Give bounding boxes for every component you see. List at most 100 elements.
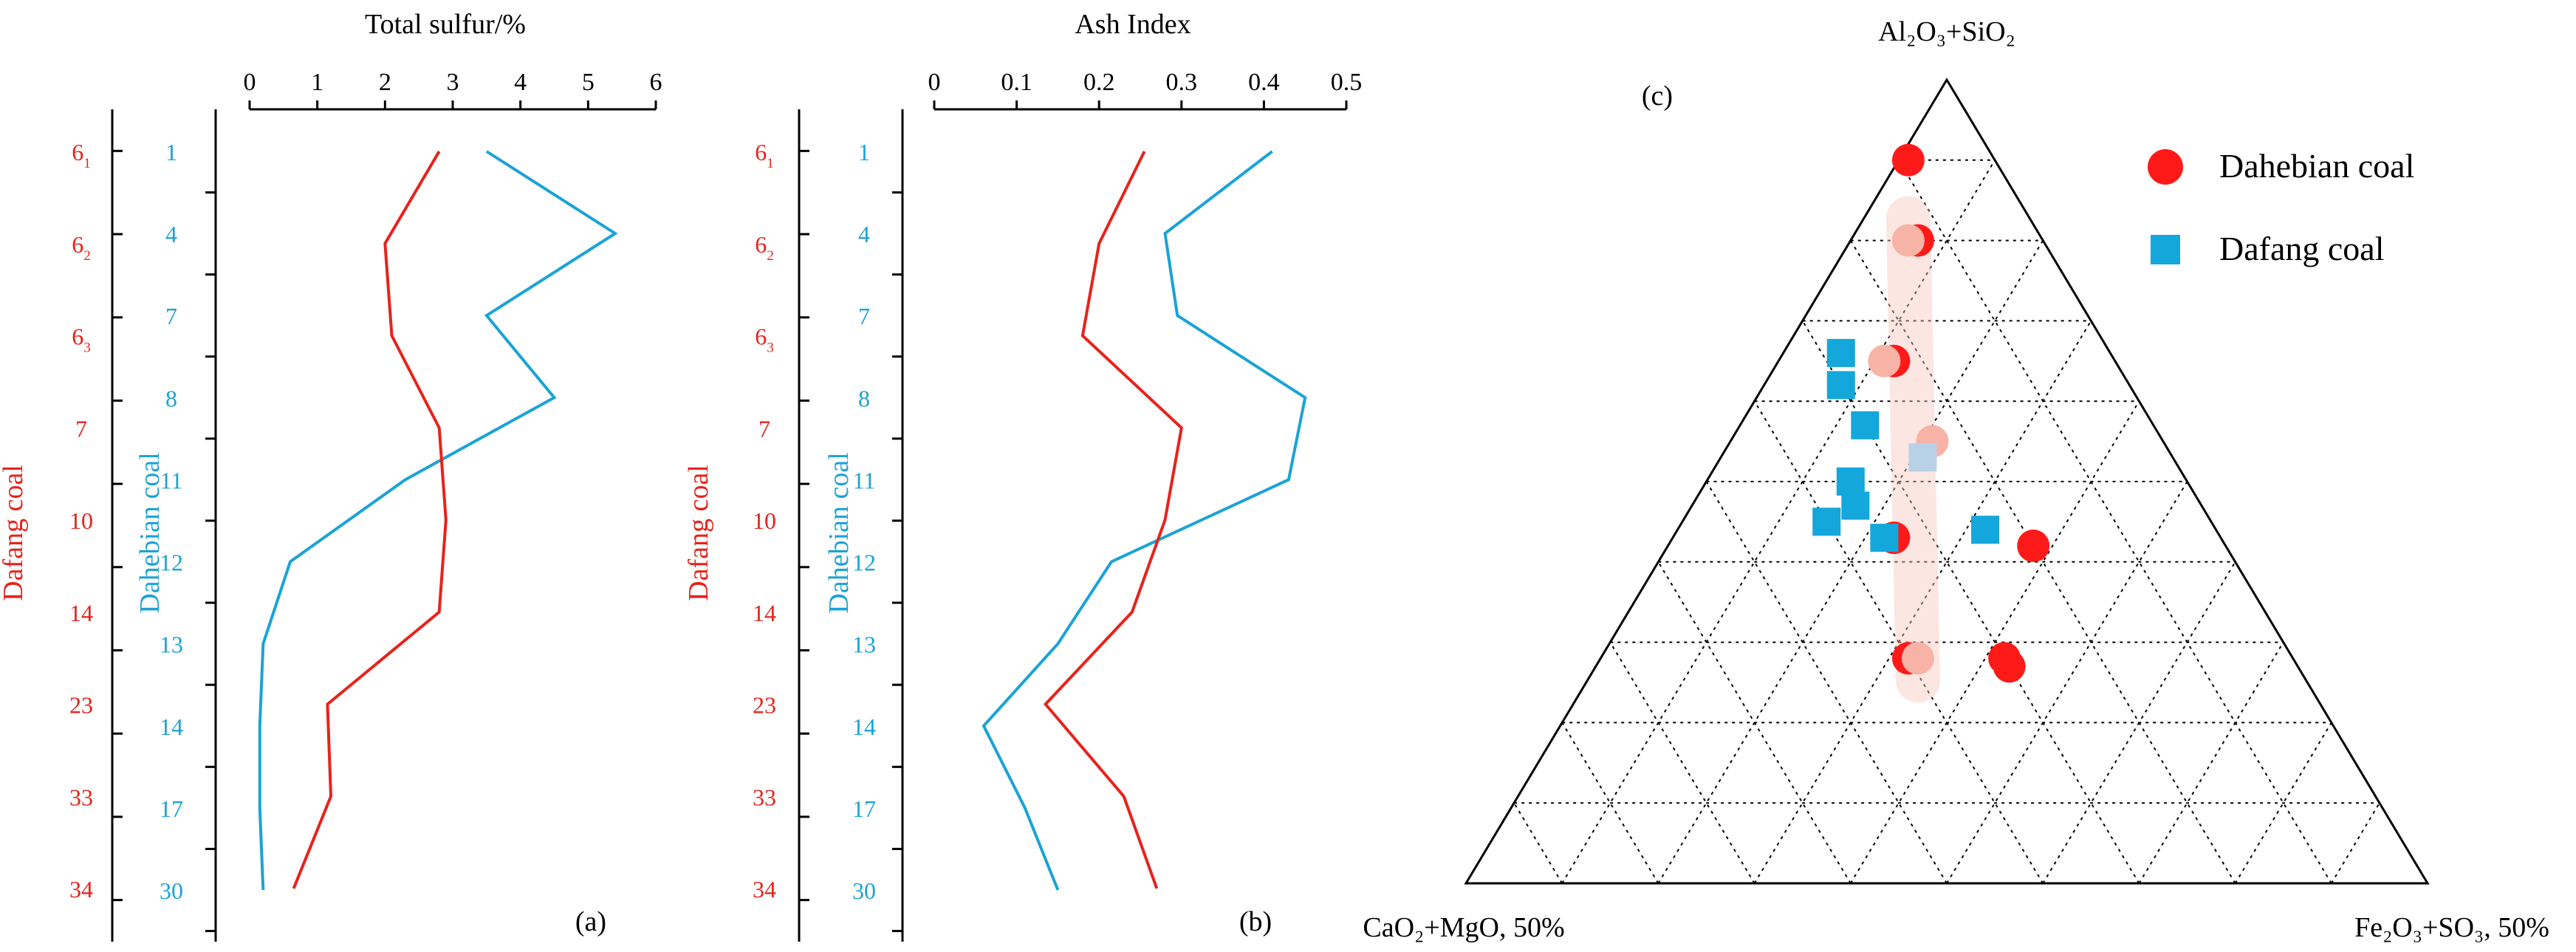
dafang-point: [1826, 338, 1855, 367]
right-category-label: 12: [852, 549, 876, 576]
left-category-label: 63: [755, 323, 774, 356]
dafang-point: [1812, 507, 1841, 536]
left-category-label: 7: [758, 415, 770, 442]
left-category-label: 23: [753, 692, 776, 719]
left-axis-title: Dafang coal: [0, 465, 29, 601]
right-axis-title: Dahebian coal: [823, 452, 854, 613]
x-tick-label: 0.1: [1001, 69, 1032, 96]
dafang-point: [1971, 516, 2000, 544]
x-tick-label: 3: [447, 69, 459, 96]
x-tick-label: 5: [582, 69, 595, 96]
trend-point: [1891, 224, 1925, 257]
legend-dahebian-label: Dahebian coal: [2219, 147, 2414, 185]
trend-point: [1908, 443, 1937, 472]
ternary-grid-line: [1657, 561, 1852, 884]
trend-point: [1901, 642, 1934, 675]
right-category-label: 4: [165, 221, 177, 247]
apex-left-label: CaO₂+MgO, 50%: [1363, 912, 1564, 943]
right-category-label: 11: [853, 467, 876, 493]
ternary-grid-line: [2138, 642, 2284, 884]
legend-dafang-marker: [2151, 235, 2180, 264]
right-category-label: 13: [160, 631, 183, 658]
ternary-grid-line: [1898, 160, 2332, 884]
left-category-label: 61: [72, 139, 91, 171]
legend-dahebian-marker: [2148, 149, 2183, 185]
ternary-grid-line: [1753, 320, 2092, 884]
x-tick-label: 2: [379, 69, 391, 96]
dafang-point: [1870, 524, 1899, 552]
dafang-point: [1826, 371, 1855, 400]
left-category-label: 33: [753, 784, 776, 810]
left-category-label: 62: [755, 231, 774, 264]
x-tick-label: 6: [650, 69, 662, 96]
right-category-label: 8: [165, 385, 177, 411]
panel-label: (b): [1239, 906, 1272, 937]
right-category-label: 11: [160, 467, 183, 493]
right-category-label: 1: [165, 139, 177, 165]
left-category-label: 61: [755, 139, 774, 171]
x-tick-label: 0: [928, 69, 941, 96]
right-category-label: 17: [160, 795, 183, 822]
panel-label: (a): [575, 906, 606, 937]
left-category-label: 23: [69, 692, 93, 719]
ternary-grid-line: [1561, 722, 1659, 884]
ternary-grid-line: [1609, 642, 1755, 884]
dafang-point: [1841, 491, 1870, 520]
left-category-label: 7: [75, 415, 87, 442]
left-axis-title: Dafang coal: [683, 465, 714, 601]
dafang-point: [1851, 411, 1880, 439]
dahebian-point: [1988, 642, 2021, 675]
right-category-label: 30: [160, 877, 183, 904]
left-category-label: 10: [69, 507, 93, 534]
apex-top-label: Al₂O₃+SiO₂: [1878, 16, 2015, 47]
series-line-dahebian: [258, 150, 618, 891]
right-category-label: 12: [160, 549, 183, 576]
x-tick-label: 0: [244, 69, 256, 96]
ternary-frame: [1464, 78, 2430, 885]
left-category-label: 14: [753, 600, 776, 626]
dahebian-point: [1891, 143, 1925, 177]
right-category-label: 1: [858, 139, 870, 165]
legend-dafang-label: Dafang coal: [2219, 230, 2385, 267]
right-category-label: 14: [160, 713, 183, 740]
right-category-label: 7: [858, 303, 870, 329]
ternary-diagram-panel: Al₂O₃+SiO₂ CaO₂+MgO, 50% Fe₂O₃+SO₃, 50% (c)…: [1363, 16, 2549, 943]
right-category-label: 30: [852, 877, 876, 904]
left-category-label: 34: [69, 876, 93, 903]
ternary-grid-line: [2042, 561, 2236, 884]
x-tick-label: 0.2: [1083, 69, 1115, 96]
right-category-label: 14: [852, 713, 876, 740]
series-line-dahebian: [982, 150, 1307, 891]
left-category-label: 33: [69, 784, 93, 810]
x-tick-label: 0.4: [1248, 69, 1280, 96]
ternary-grid-line: [1801, 320, 2140, 884]
right-category-label: 7: [165, 303, 177, 329]
right-category-label: 13: [852, 631, 876, 658]
ternary-grid-line: [2234, 722, 2332, 884]
panel-label: (c): [1642, 81, 1673, 112]
series-line-dafang: [292, 150, 448, 889]
dafang-point: [1836, 468, 1865, 496]
ternary-grid-line: [1513, 802, 1563, 884]
left-category-label: 62: [72, 231, 91, 264]
left-category-label: 34: [753, 876, 776, 903]
ternary-grid-line: [1561, 160, 1996, 884]
trend-point: [1868, 344, 1901, 377]
dahebian-point: [2017, 530, 2050, 563]
right-category-label: 17: [852, 795, 876, 822]
apex-right-label: Fe₂O₃+SO₃, 50%: [2354, 912, 2549, 943]
left-category-label: 14: [69, 600, 93, 626]
x-tick-label: 4: [514, 69, 527, 96]
right-category-label: 4: [858, 221, 870, 247]
x-tick-label: 1: [311, 69, 323, 96]
x-tick-label: 0.3: [1166, 69, 1198, 96]
series-line-dafang: [1043, 151, 1183, 889]
left-category-label: 63: [72, 323, 91, 356]
chart-title: Ash Index: [1075, 9, 1191, 40]
left-category-label: 10: [753, 507, 776, 534]
right-axis-title: Dahebian coal: [134, 452, 165, 613]
ternary-grid-line: [2330, 802, 2380, 884]
